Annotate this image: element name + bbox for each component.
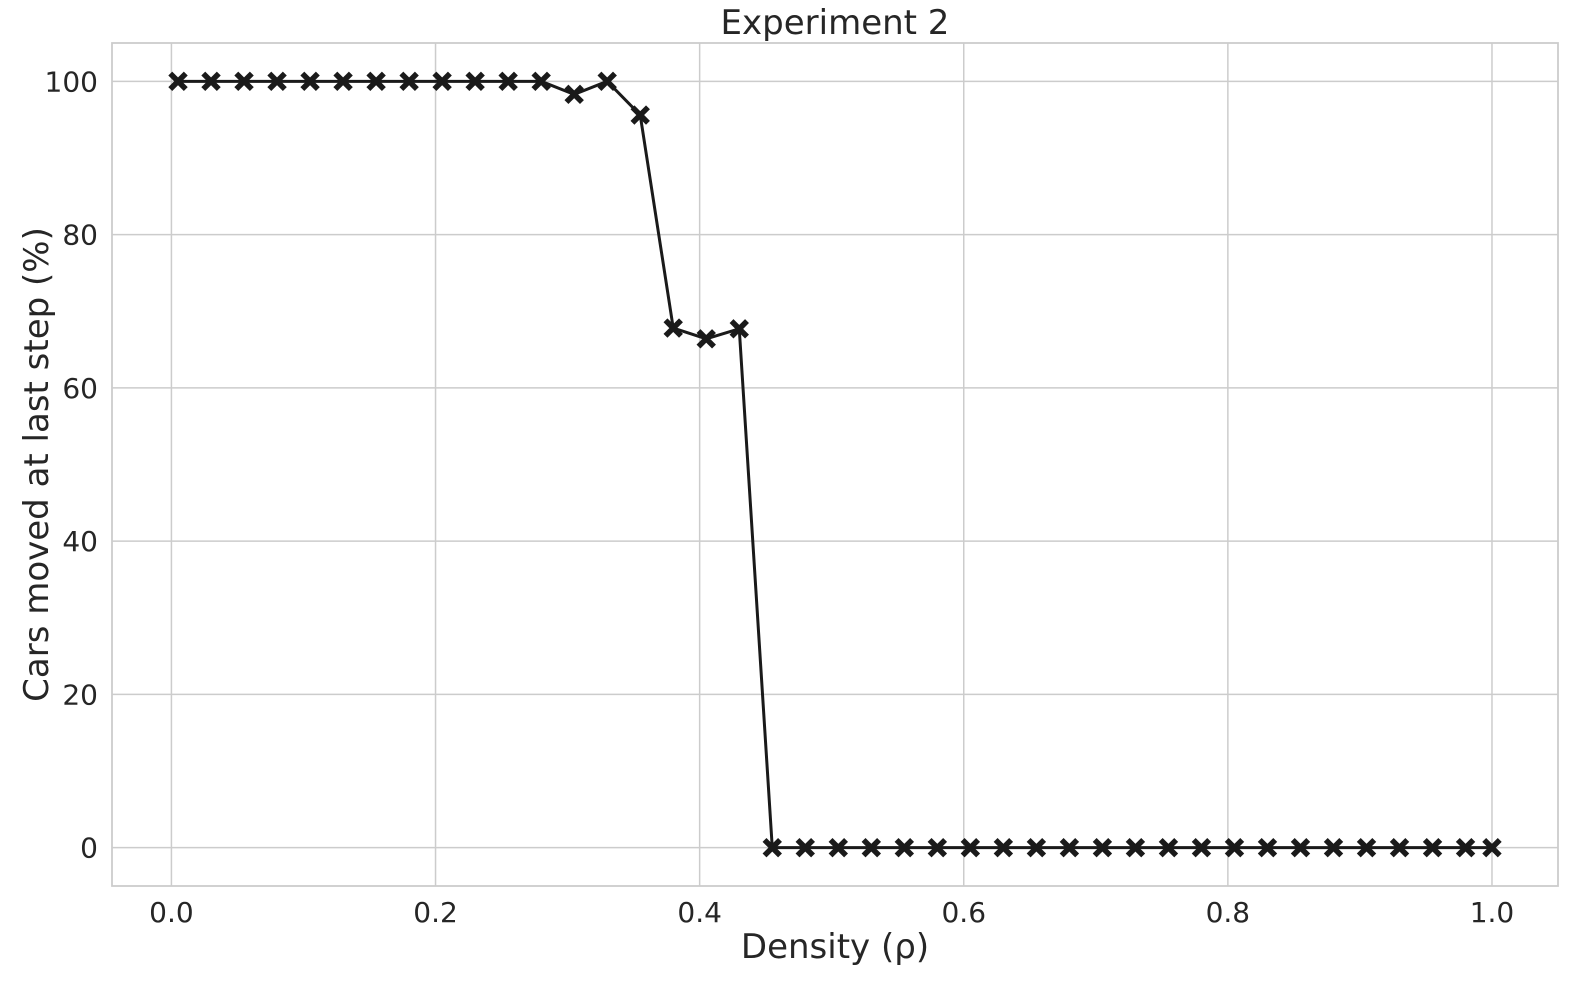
data-point-marker	[1059, 837, 1080, 858]
data-point-marker	[1257, 837, 1278, 858]
data-point-marker	[168, 71, 188, 92]
data-point-marker	[696, 329, 716, 349]
data-point-marker	[1224, 837, 1245, 858]
data-point-marker	[1455, 837, 1476, 858]
data-point-marker	[1422, 837, 1443, 858]
x-tick-label: 0.2	[413, 896, 458, 929]
data-point-marker	[861, 837, 882, 858]
data-point-marker	[795, 837, 815, 858]
data-point-marker	[531, 71, 551, 92]
x-tick-label: 0.8	[1206, 896, 1251, 929]
chart-title: Experiment 2	[721, 3, 950, 43]
data-point-marker	[663, 318, 683, 338]
data-point-marker	[234, 71, 254, 92]
data-point-marker	[1290, 837, 1311, 858]
data-point-marker	[366, 71, 386, 92]
data-point-marker	[1389, 837, 1410, 858]
y-tick-label: 80	[62, 219, 98, 252]
data-point-marker	[1026, 837, 1047, 858]
data-point-marker	[564, 84, 584, 105]
data-point-marker	[498, 71, 518, 92]
data-point-marker	[1482, 837, 1502, 858]
plot-frame	[111, 42, 1559, 887]
y-tick-label: 20	[62, 678, 98, 711]
data-point-marker	[267, 71, 287, 92]
data-point-marker	[729, 319, 749, 339]
y-tick-label: 60	[62, 372, 98, 405]
data-point-marker	[1191, 837, 1212, 858]
y-axis-label: Cars moved at last step (%)	[17, 227, 57, 702]
y-tick-label: 100	[45, 65, 98, 98]
data-point-marker	[762, 837, 782, 858]
series-group	[168, 71, 1502, 858]
x-tick-label: 0.4	[677, 896, 722, 929]
data-point-marker	[432, 71, 452, 92]
x-tick-label: 0.0	[149, 896, 194, 929]
data-point-marker	[1092, 837, 1113, 858]
y-tick-label: 40	[62, 525, 98, 558]
data-point-marker	[894, 837, 915, 858]
data-point-marker	[1125, 837, 1146, 858]
data-point-marker	[201, 71, 221, 92]
data-point-marker	[960, 837, 981, 858]
data-point-marker	[1323, 837, 1344, 858]
data-point-marker	[927, 837, 948, 858]
data-point-marker	[399, 71, 419, 92]
data-point-marker	[1356, 837, 1377, 858]
data-point-marker	[300, 71, 320, 92]
data-point-marker	[828, 837, 849, 858]
y-axis-ticks: 0 20 40 60 80 100	[45, 65, 98, 864]
data-point-marker	[333, 71, 353, 92]
data-point-marker	[597, 71, 617, 92]
x-tick-label: 0.6	[941, 896, 986, 929]
data-point-marker	[993, 837, 1014, 858]
x-axis-label: Density (ρ)	[741, 927, 929, 967]
data-point-marker	[465, 71, 485, 92]
x-tick-label: 1.0	[1470, 896, 1515, 929]
data-point-marker	[630, 105, 650, 125]
y-tick-label: 0	[80, 832, 98, 865]
data-point-marker	[1158, 837, 1179, 858]
x-axis-ticks: 0.0 0.2 0.4 0.6 0.8 1.0	[149, 896, 1514, 929]
